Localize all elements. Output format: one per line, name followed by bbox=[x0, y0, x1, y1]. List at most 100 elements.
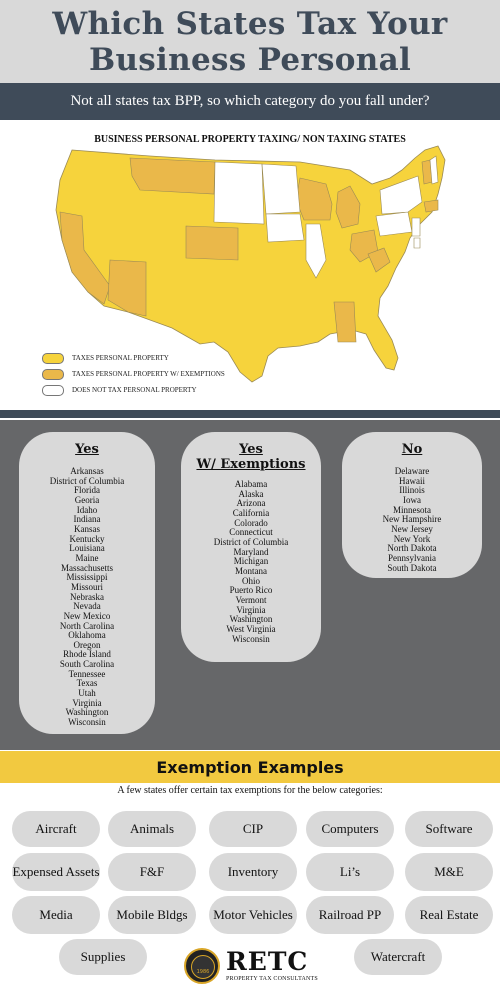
state-connecticut bbox=[423, 199, 439, 213]
page-subtitle: Not all states tax BPP, so which categor… bbox=[70, 93, 430, 109]
yes-column: Yes Arkansas District of Columbia Florida G… bbox=[19, 432, 155, 734]
categories-section: Yes Arkansas District of Columbia Florida G… bbox=[0, 420, 500, 750]
state-item: Rhode Island bbox=[63, 649, 111, 660]
legend-swatch bbox=[42, 384, 64, 396]
state-item: South Dakota bbox=[387, 562, 437, 573]
exemption-pill: Watercraft bbox=[354, 939, 442, 975]
state-california bbox=[59, 211, 111, 305]
state-item: Montana bbox=[235, 565, 267, 576]
exemption-pill: Aircraft bbox=[12, 811, 100, 847]
state-item: Georia bbox=[74, 494, 100, 505]
state-item: California bbox=[232, 507, 270, 518]
state-new-york bbox=[379, 175, 423, 215]
state-item: New Jersey bbox=[391, 523, 433, 534]
exemptions-column: Yes W/ Exemptions Alabama Alaska Arizona Ca… bbox=[181, 432, 321, 662]
exemption-pill: Inventory bbox=[209, 853, 297, 891]
state-delaware bbox=[413, 237, 421, 249]
logo-tagline: PROPERTY TAX CONSULTANTS bbox=[226, 976, 318, 982]
state-item: Colorado bbox=[234, 517, 268, 528]
state-item: District of Columbia bbox=[49, 475, 125, 486]
state-item: Arkansas bbox=[70, 466, 104, 476]
us-map bbox=[55, 145, 446, 383]
state-item: Kansas bbox=[74, 523, 100, 534]
exemption-pill: Media bbox=[12, 896, 100, 934]
exemption-pill: Animals bbox=[108, 811, 196, 847]
state-arizona bbox=[107, 259, 147, 317]
state-item: Puerto Rico bbox=[229, 585, 273, 596]
state-item: Maine bbox=[75, 552, 99, 563]
exemption-pill: CIP bbox=[209, 811, 297, 847]
logo-name: RETC bbox=[226, 947, 309, 976]
exemption-pill: Mobile Bldgs bbox=[108, 896, 196, 934]
state-montana bbox=[129, 157, 216, 195]
divider-strip bbox=[0, 410, 500, 418]
exemption-pill: Supplies bbox=[59, 939, 147, 975]
state-item: Hawaii bbox=[399, 475, 425, 486]
state-item: Virginia bbox=[236, 604, 266, 615]
legend-swatch bbox=[42, 368, 64, 380]
exemptions-column-title-line2: W/ Exemptions bbox=[196, 457, 306, 472]
exemption-pill: Real Estate bbox=[405, 896, 493, 934]
state-item: West Virginia bbox=[226, 623, 276, 634]
state-item: Maryland bbox=[233, 546, 269, 557]
state-item: Connecticut bbox=[229, 527, 273, 538]
exemption-pill: F&F bbox=[108, 853, 196, 891]
exemption-pill: Motor Vehicles bbox=[209, 896, 297, 934]
legend-item: TAXES PERSONAL PROPERTY bbox=[42, 350, 225, 366]
exemption-pill: Software bbox=[405, 811, 493, 847]
state-new-hampshire bbox=[429, 155, 439, 185]
logo-seal-inner: 1986 bbox=[191, 955, 215, 979]
logo-seal-icon: 1986 bbox=[184, 948, 220, 984]
state-item: Oklahoma bbox=[68, 630, 106, 641]
exemptions-state-list: Alabama Alaska Arizona California Colorado Co… bbox=[181, 479, 321, 644]
legend-label: TAXES PERSONAL PROPERTY bbox=[72, 354, 169, 362]
state-item: Virginia bbox=[72, 697, 102, 708]
state-illinois bbox=[305, 223, 327, 279]
state-item: Minnesota bbox=[393, 504, 431, 515]
state-item: Alabama bbox=[234, 479, 268, 489]
state-item: Oregon bbox=[73, 639, 101, 650]
exemption-heading-bar: Exemption Examples bbox=[0, 751, 500, 783]
map-legend: TAXES PERSONAL PROPERTY TAXES PERSONAL P… bbox=[42, 350, 225, 398]
state-item: New Mexico bbox=[63, 610, 111, 621]
state-item: Mississippi bbox=[66, 572, 108, 583]
state-item: Wisconsin bbox=[232, 633, 270, 644]
map-section: BUSINESS PERSONAL PROPERTY TAXING/ NON T… bbox=[0, 120, 500, 410]
no-column-title: No bbox=[401, 442, 423, 457]
state-item: North Carolina bbox=[59, 620, 115, 631]
state-item: Nebraska bbox=[70, 591, 104, 602]
exemption-pill: M&E bbox=[405, 853, 493, 891]
state-item: Arizona bbox=[236, 498, 266, 509]
state-item: Nevada bbox=[73, 601, 101, 612]
map-title: BUSINESS PERSONAL PROPERTY TAXING/ NON T… bbox=[94, 134, 406, 145]
yes-column-title: Yes bbox=[75, 442, 99, 457]
state-item: New York bbox=[393, 533, 431, 544]
state-item: Alaska bbox=[238, 488, 264, 499]
header: Which States Tax Your Business Personal … bbox=[0, 0, 500, 114]
retc-logo: 1986 RETC PROPERTY TAX CONSULTANTS bbox=[184, 948, 324, 986]
state-pennsylvania bbox=[375, 211, 413, 237]
logo-year: 1986 bbox=[196, 969, 210, 975]
state-item: Washington bbox=[65, 707, 109, 718]
state-west-virginia bbox=[367, 247, 391, 273]
state-item: Pennsylvania bbox=[388, 552, 436, 563]
state-item: Florida bbox=[74, 485, 100, 496]
yes-state-list: Arkansas District of Columbia Florida Geori… bbox=[19, 466, 155, 728]
exemption-pill: Li’s bbox=[306, 853, 394, 891]
state-item: Illinois bbox=[399, 485, 425, 496]
state-alabama bbox=[333, 301, 357, 343]
legend-item: DOES NOT TAX PERSONAL PROPERTY bbox=[42, 382, 225, 398]
state-item: Kentucky bbox=[69, 533, 105, 544]
exemption-pill: Railroad PP bbox=[306, 896, 394, 934]
state-item: Louisiana bbox=[69, 543, 105, 554]
exemption-heading: Exemption Examples bbox=[156, 757, 344, 777]
state-minnesota bbox=[261, 163, 301, 215]
state-item: Tennessee bbox=[68, 668, 106, 679]
page-title: Which States Tax Your Business Personal … bbox=[52, 6, 448, 114]
state-item: Missouri bbox=[70, 581, 103, 592]
state-michigan bbox=[335, 185, 361, 229]
exemption-pill: Computers bbox=[306, 811, 394, 847]
state-new-jersey bbox=[411, 217, 421, 237]
no-state-list: Delaware Hawaii Illinois Iowa Minnesota New H… bbox=[342, 466, 482, 573]
no-column: No Delaware Hawaii Illinois Iowa Minnesota Ne… bbox=[342, 432, 482, 578]
